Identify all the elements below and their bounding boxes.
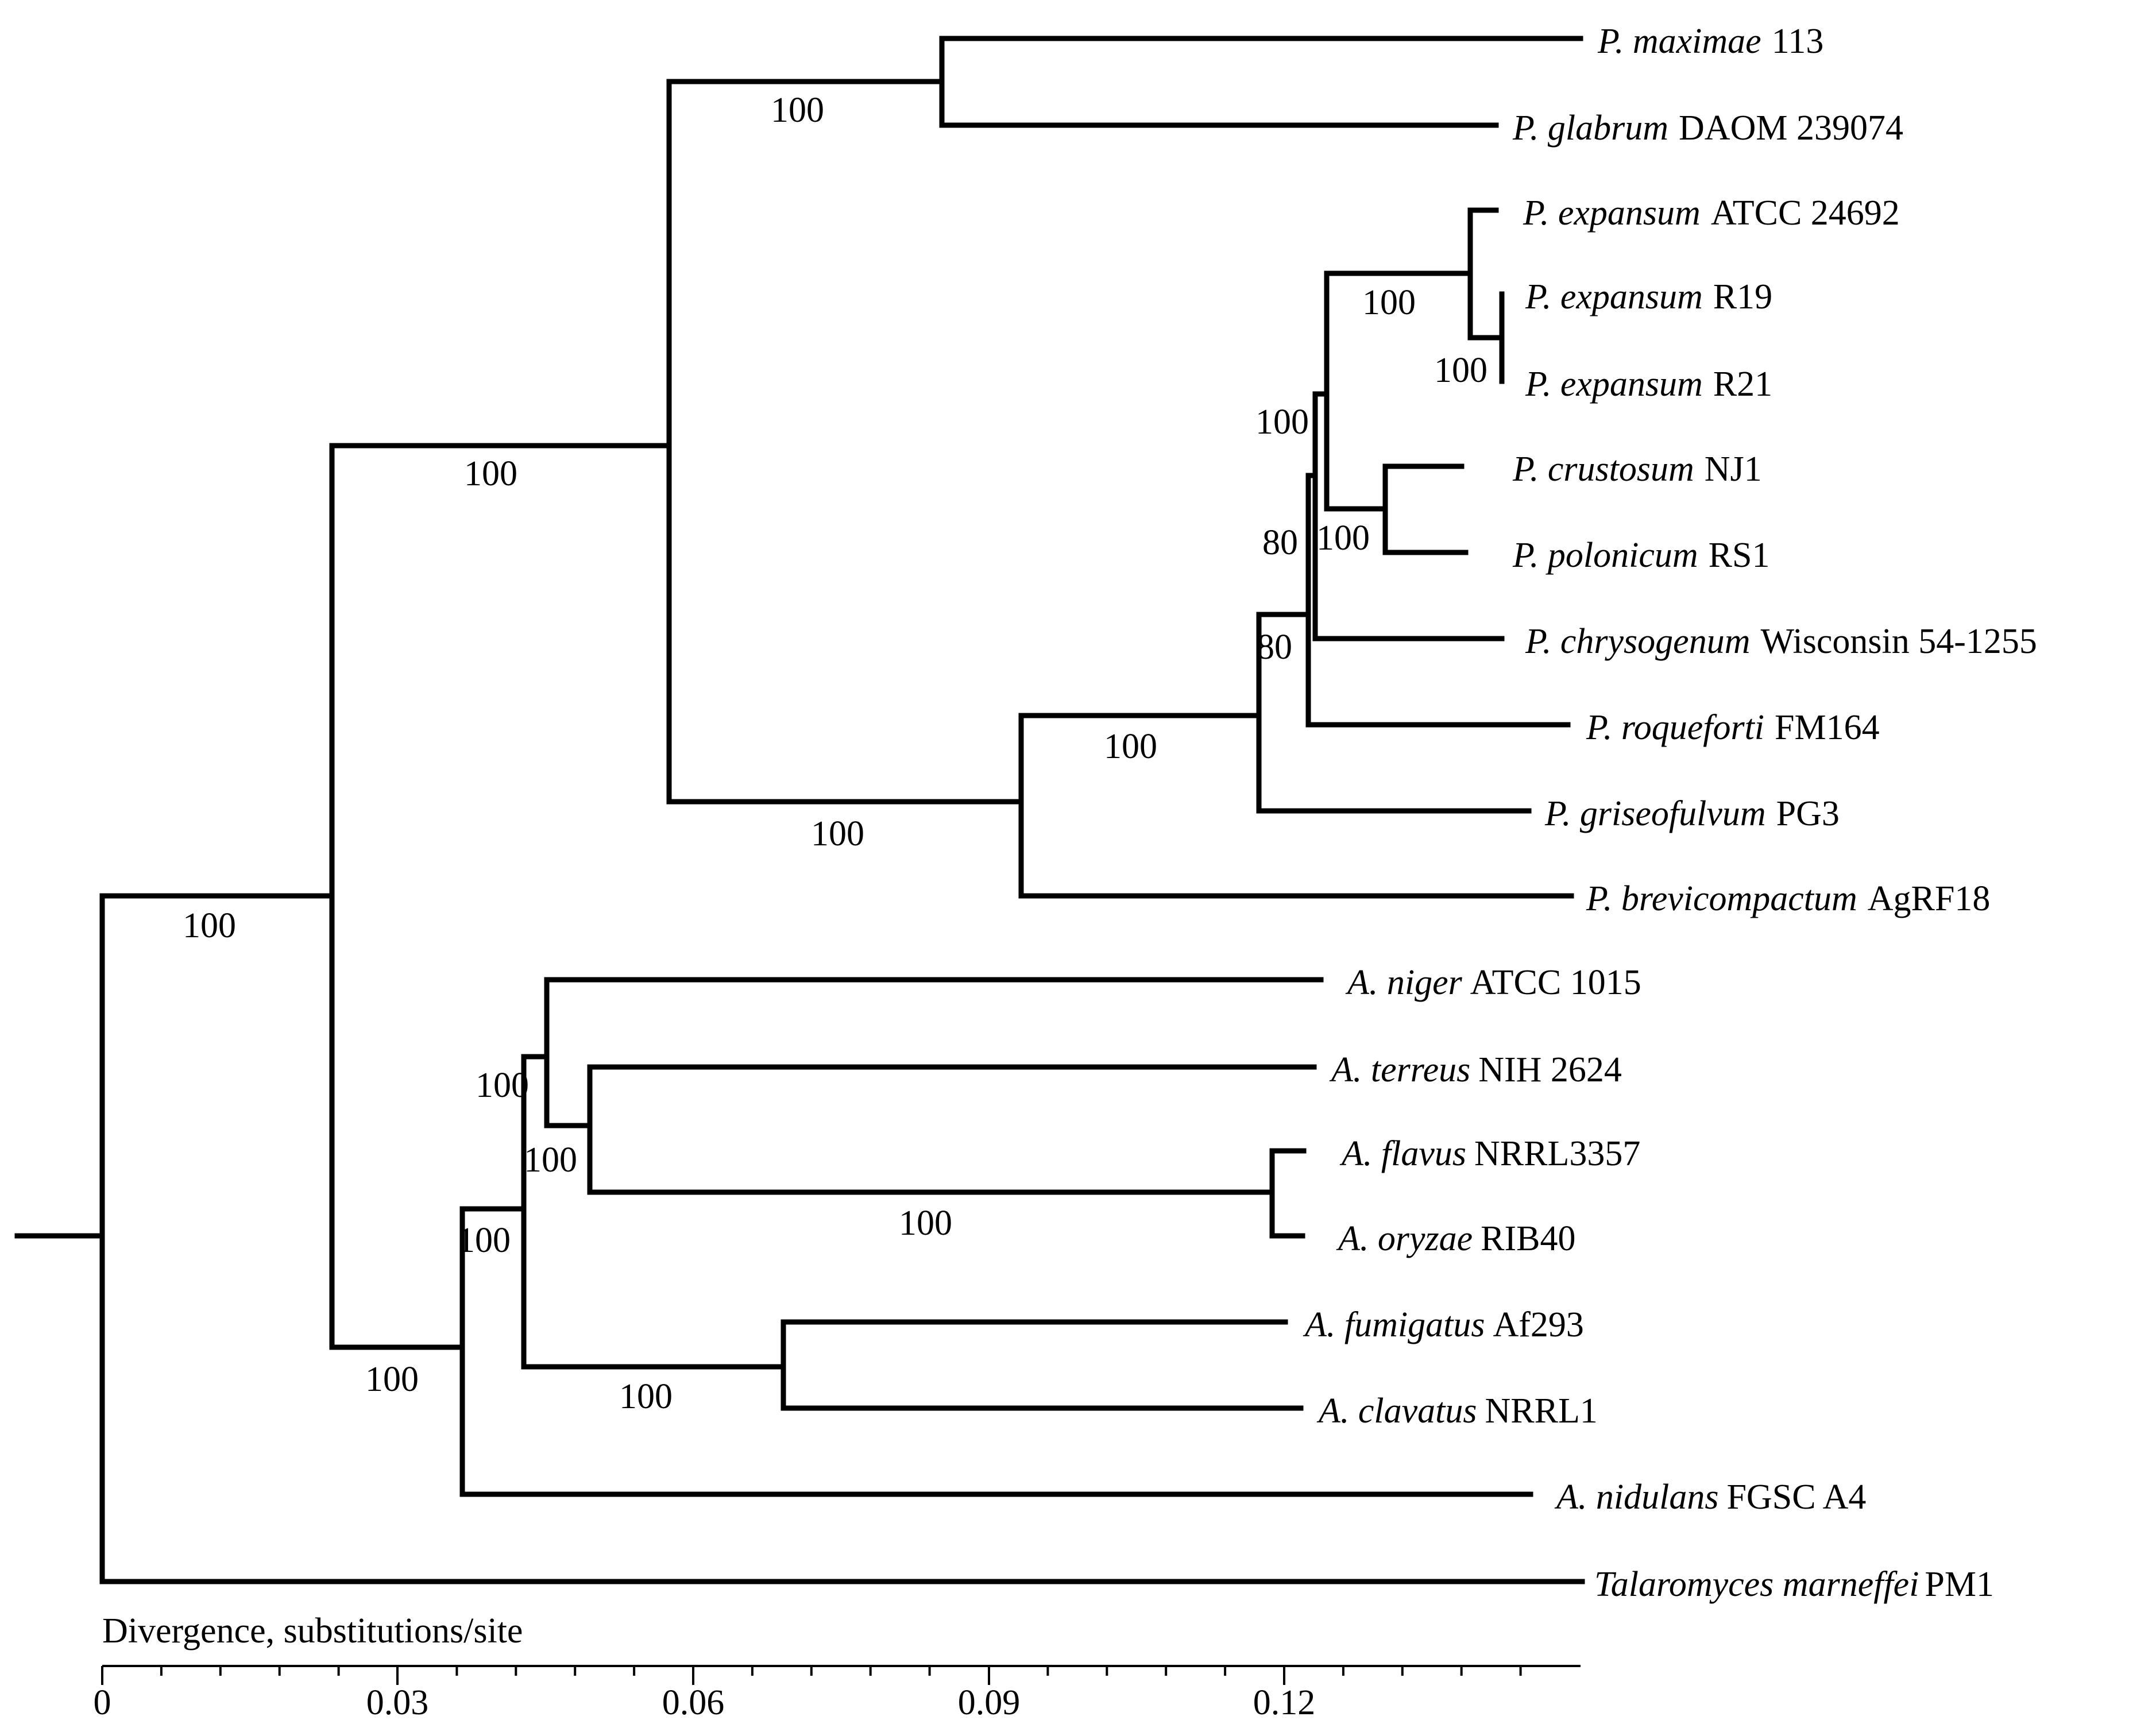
tip-label: P. crustosum NJ1: [1512, 450, 1762, 489]
tip-label: P. brevicompactum AgRF18: [1586, 879, 1990, 918]
axis-tick-label: 0.12: [1253, 1683, 1316, 1722]
tip-label: P. chrysogenum Wisconsin 54-1255: [1525, 622, 2037, 661]
support-value: 100: [524, 1141, 577, 1180]
axis-tick-label: 0.06: [662, 1683, 725, 1722]
support-value: 100: [1316, 519, 1370, 558]
tip-label: P. maximae 113: [1597, 22, 1823, 61]
tip-label: P. roqueforti FM164: [1586, 708, 1880, 747]
tip-label: P. glabrum DAOM 239074: [1512, 109, 1903, 148]
support-value: 100: [183, 906, 236, 945]
support-value: 100: [1255, 403, 1309, 442]
support-value: 100: [619, 1377, 673, 1416]
tip-labels: P. maximae 113 P. glabrum DAOM 239074 P. e…: [1303, 22, 2037, 1604]
support-value: 100: [365, 1360, 419, 1399]
axis-minor-ticks: [160, 1666, 1522, 1676]
support-value: 80: [1257, 628, 1292, 667]
tip-label: P. expansum R21: [1525, 365, 1772, 404]
tip-label: A. oryzae RIB40: [1336, 1219, 1576, 1258]
support-values: 100 100 100 100 100 100 80 80 100 100 10…: [183, 91, 1487, 1416]
support-value: 100: [811, 814, 864, 853]
tip-label: P. expansum ATCC 24692: [1523, 194, 1900, 233]
divergence-axis: Divergence, substitutions/site 0 0.03 0.…: [94, 1611, 1581, 1722]
axis-title: Divergence, substitutions/site: [102, 1611, 523, 1650]
support-value: 100: [457, 1221, 511, 1260]
tip-label: P. griseofulvum PG3: [1544, 794, 1840, 833]
tip-label: P. expansum R19: [1525, 277, 1772, 316]
tip-label: A. niger ATCC 1015: [1345, 963, 1641, 1002]
tip-label: A. fumigatus Af293: [1303, 1305, 1584, 1344]
tip-label: P. polonicum RS1: [1512, 536, 1769, 575]
support-value: 100: [1362, 283, 1416, 322]
support-value: 100: [1434, 351, 1487, 390]
axis-major-ticks: [101, 1666, 1285, 1685]
tip-label: A. nidulans FGSC A4: [1554, 1478, 1866, 1517]
support-value: 100: [899, 1204, 952, 1243]
tip-label: Talaromyces marneffei PM1: [1594, 1565, 1994, 1604]
tip-label: A. flavus NRRL3357: [1339, 1134, 1640, 1173]
support-value: 80: [1262, 523, 1298, 562]
axis-tick-label: 0.03: [366, 1683, 429, 1722]
support-value: 100: [464, 454, 517, 493]
support-value: 100: [476, 1066, 529, 1105]
tip-label: A. terreus NIH 2624: [1329, 1050, 1622, 1089]
support-value: 100: [1104, 727, 1157, 766]
support-value: 100: [771, 91, 824, 130]
tip-label: A. clavatus NRRL1: [1316, 1391, 1598, 1431]
axis-tick-label: 0: [94, 1683, 111, 1722]
axis-tick-label: 0.09: [958, 1683, 1021, 1722]
tree-branches: [14, 36, 1585, 1584]
